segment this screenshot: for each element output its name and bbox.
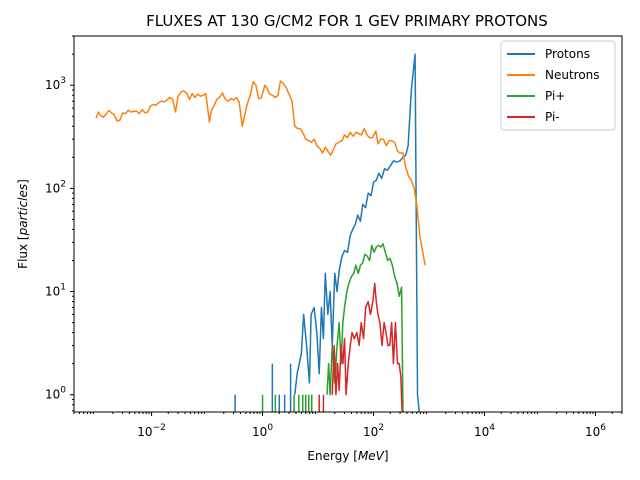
x-tick-label: 102	[363, 423, 384, 439]
x-tick-label: 104	[474, 423, 495, 439]
y-axis-label: Flux [particles]	[16, 179, 30, 269]
pi-line	[331, 282, 403, 412]
neutrons-line	[95, 80, 426, 266]
legend-label-protons: Protons	[545, 47, 590, 61]
chart-legend: Protons Neutrons Pi+ Pi-	[500, 40, 616, 131]
x-axis-ticks: 10−2 100 102 104 106	[73, 412, 623, 439]
legend-label-pi: Pi+	[545, 89, 565, 103]
legend-label-neutrons: Neutrons	[545, 68, 600, 82]
chart-title: FLUXES AT 130 G/CM2 FOR 1 GEV PRIMARY PR…	[146, 12, 548, 30]
x-tick-label: 100	[252, 423, 273, 439]
legend-box	[500, 40, 616, 131]
x-tick-label: 106	[585, 423, 606, 439]
legend-label-pi: Pi-	[545, 110, 560, 124]
y-axis-ticks: 100 101 102 103	[45, 35, 74, 412]
plot-frame	[73, 35, 623, 413]
protons-line	[293, 53, 421, 412]
y-tick-label: 101	[45, 283, 66, 299]
pi-line	[326, 243, 404, 412]
y-tick-label: 102	[45, 179, 66, 195]
x-tick-label: 10−2	[137, 423, 166, 439]
y-tick-label: 103	[45, 76, 66, 92]
y-tick-label: 100	[45, 386, 66, 402]
plot-series-group	[95, 53, 426, 412]
x-axis-label: Energy [MeV]	[307, 449, 388, 463]
